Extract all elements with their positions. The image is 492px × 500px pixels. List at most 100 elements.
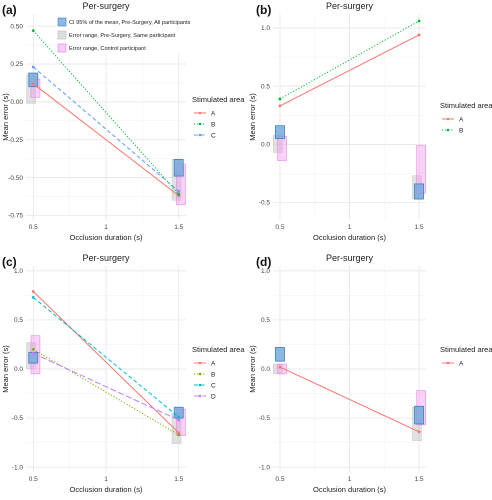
box-key-swatch [57,30,67,40]
box-key-swatch [57,17,67,27]
legend-title: Stimulated area [440,345,492,354]
legend-swatch-point [198,383,202,387]
series-line-B [279,20,420,100]
series-line-B [33,348,179,436]
x-axis-label: Occlusion duration (s) [70,485,143,494]
x-tick-label: 1 [348,476,352,483]
legend-label: A [211,360,216,367]
y-tick-label: 1.0 [14,268,23,275]
panel-label: (d) [256,255,271,269]
series-line-A [32,83,180,197]
legend-label: A [211,110,216,117]
chart-title: Per-surgery [326,253,374,263]
data-point-A [278,104,282,108]
y-axis-label: Mean error (s) [248,93,257,141]
x-tick-label: 1.5 [415,476,424,483]
y-tick-label: 0.5 [261,83,270,90]
y-tick-label: -0.50 [8,175,23,182]
legend-swatch-point [446,128,450,132]
chart-title: Per-surgery [326,1,374,11]
y-tick-label: -1.0 [259,464,271,471]
data-point-A [177,431,181,435]
y-tick-label: -0.25 [8,137,23,144]
y-tick-label: -0.75 [8,213,23,220]
box-key-label: Error range, Pre-Surgery, Same participa… [69,33,176,39]
data-point-B [31,29,35,33]
y-tick-label: 0.25 [10,61,23,68]
series-line-A [279,366,420,433]
x-axis-label: Occlusion duration (s) [70,233,143,242]
data-point-B [177,433,181,437]
series-line-C [32,66,180,192]
x-tick-label: 0.5 [29,476,38,483]
legend-swatch-point [198,122,202,126]
data-point-B [417,19,421,23]
data-point-A [31,82,35,86]
legend-label: C [211,132,216,139]
gridlines [273,266,426,472]
legend: Stimulated area ABC [192,95,245,139]
data-point-C [177,189,181,193]
panel-d: (d) Per-surgery -1.0 -0.5 0.0 0.5 1.0 0.5 1 1.5 Oc… [248,253,492,494]
legend-title: Stimulated area [192,345,245,354]
data-point-A [31,290,35,293]
x-tick-label: 0.5 [29,224,38,231]
data-point-B [31,347,35,351]
panel-label: (c) [2,255,17,269]
legend-swatch-point [446,361,450,365]
data-point-B [177,192,181,196]
y-tick-label: 0.0 [14,366,23,373]
gridlines [26,266,186,472]
legend-swatch-point [198,394,202,398]
box-key-swatch [57,43,67,53]
x-tick-label: 1.5 [174,224,183,231]
chart-title: Per-surgery [82,253,130,263]
data-point-A [417,33,421,37]
legend-label: A [459,360,464,367]
legend: Stimulated area AB [440,101,492,134]
panel-c: (c) Per-surgery -1.0 -0.5 0.0 0.5 1.0 0.5 1 1.5 Oc… [1,253,245,494]
y-tick-label: -0.5 [259,415,271,422]
panel-a: (a) Per-surgery -0.75 -0.50 -0.25 0.00 0.25 0.5… [1,1,245,242]
x-tick-label: 1 [104,224,108,231]
legend: Stimulated area A [440,345,492,367]
data-point-A [278,365,282,369]
ci-box [28,72,39,88]
legend-swatch-point [198,111,202,115]
legend-swatch-point [198,372,202,376]
box-key-label: CI 95% of the mean, Pre-Surgery, All par… [69,20,191,26]
box-key-background [56,14,196,54]
x-tick-label: 0.5 [275,476,284,483]
series-line-A [279,34,420,107]
ci-box [414,405,424,425]
x-tick-label: 1.5 [415,224,424,231]
x-tick-label: 0.5 [275,224,284,231]
legend-label: A [459,116,464,123]
error-range-control-box [277,363,287,375]
legend-swatch-point [446,117,450,121]
ci-box [275,125,285,139]
ci-box [173,159,184,177]
gridlines [273,14,426,220]
x-tick-label: 1 [348,224,352,231]
chart-title: Per-surgery [82,1,130,11]
legend-swatch-point [198,361,202,365]
y-tick-label: 0.0 [261,366,270,373]
x-axis-label: Occlusion duration (s) [313,233,386,242]
legend-label: D [211,393,216,400]
y-tick-label: 0.5 [261,317,270,324]
box-key-label: Error range, Control participant [69,46,146,52]
panel-label: (a) [2,3,17,17]
legend-title: Stimulated area [440,101,492,110]
legend-label: B [459,127,463,134]
y-tick-label: 0.50 [10,23,23,30]
y-tick-label: -0.5 [259,200,271,207]
ci-box [275,347,285,362]
legend-title: Stimulated area [192,95,245,104]
legend-label: B [211,371,215,378]
legend-label: B [211,121,215,128]
y-axis-label: Mean error (s) [1,93,10,141]
y-tick-label: 0.0 [261,142,270,149]
y-tick-label: 0.5 [14,317,23,324]
